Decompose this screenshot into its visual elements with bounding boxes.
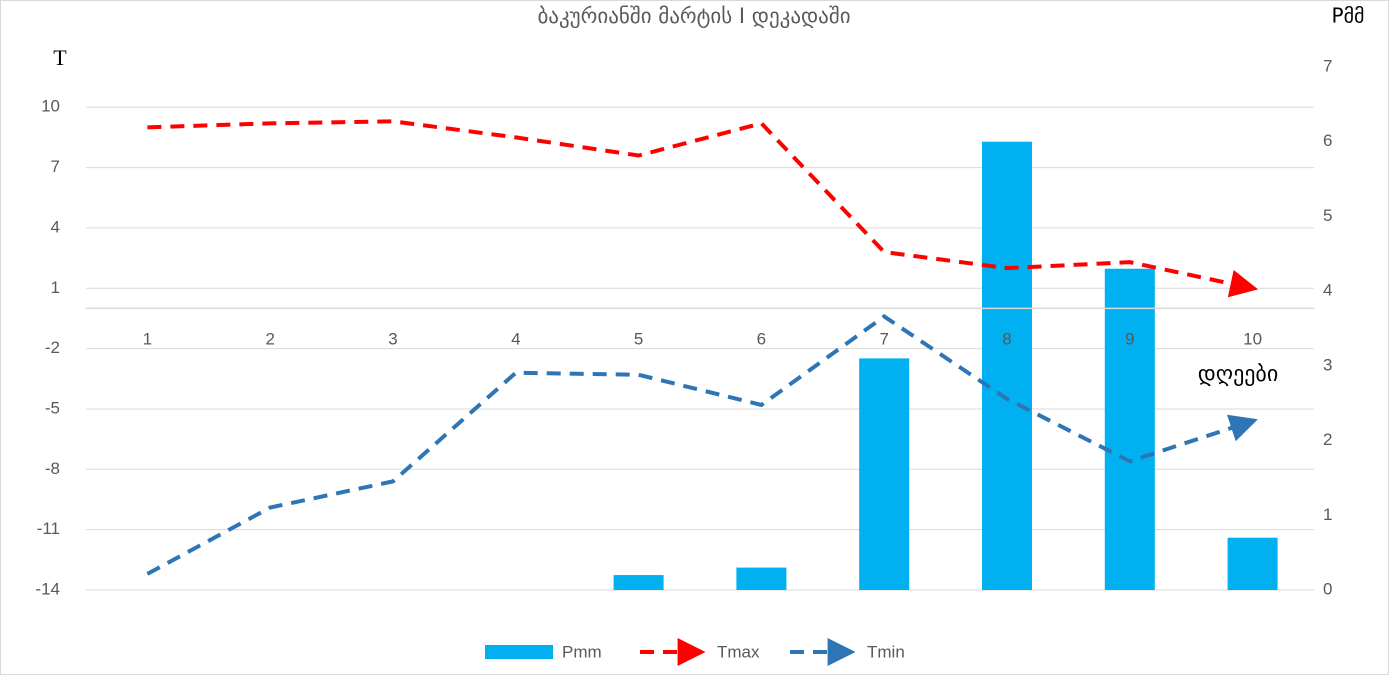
x-tick-label: 4: [511, 329, 520, 348]
bar: [982, 141, 1032, 590]
y2-tick-label: 3: [1323, 355, 1332, 374]
y2-tick-label: 4: [1323, 281, 1332, 300]
y2-tick-label: 0: [1323, 579, 1332, 598]
x-tick-label: 9: [1125, 329, 1134, 348]
x-axis-label: დღეები: [1198, 362, 1278, 387]
bar: [859, 358, 910, 590]
x-tick-label: 6: [757, 329, 766, 348]
y-tick-label: -2: [45, 338, 60, 357]
y-tick-label: -8: [45, 459, 60, 478]
y-tick-label: -14: [35, 579, 60, 598]
line-series: [146, 313, 1258, 576]
x-tick-label: 1: [143, 329, 152, 348]
y2-tick-label: 5: [1323, 206, 1332, 225]
bar: [1227, 537, 1278, 590]
y-tick-label: -5: [45, 398, 60, 417]
y2-tick-label: 2: [1323, 430, 1332, 449]
x-tick-label: 10: [1243, 329, 1262, 348]
x-tick-label: 3: [388, 329, 397, 348]
legend-label: Pmm: [562, 642, 602, 661]
y2-tick-label: 6: [1323, 131, 1332, 150]
legend-label: Tmax: [717, 642, 760, 661]
y2-tick-label: 7: [1323, 56, 1332, 75]
y-tick-label: 7: [51, 157, 60, 176]
y-axis-label: T: [53, 45, 67, 70]
bar: [736, 567, 787, 590]
x-tick-label: 7: [879, 329, 888, 348]
bar: [1104, 268, 1155, 590]
x-tick-label: 2: [265, 329, 274, 348]
bar: [613, 575, 664, 590]
y-tick-label: 4: [51, 217, 60, 236]
chart-title: ბაკურიანში მარტის I დეკადაში: [537, 4, 850, 28]
y-tick-label: 1: [51, 278, 60, 297]
y-tick-label: 10: [41, 97, 60, 116]
x-tick-label: 5: [634, 329, 643, 348]
legend-label: Tmin: [867, 642, 905, 661]
legend-swatch: [485, 645, 553, 659]
y-tick-label: -11: [37, 519, 60, 538]
line-series: [147, 119, 1259, 298]
y2-axis-label: Pმმ: [1332, 4, 1365, 28]
y2-tick-label: 1: [1323, 505, 1332, 524]
x-tick-label: 8: [1002, 329, 1011, 348]
